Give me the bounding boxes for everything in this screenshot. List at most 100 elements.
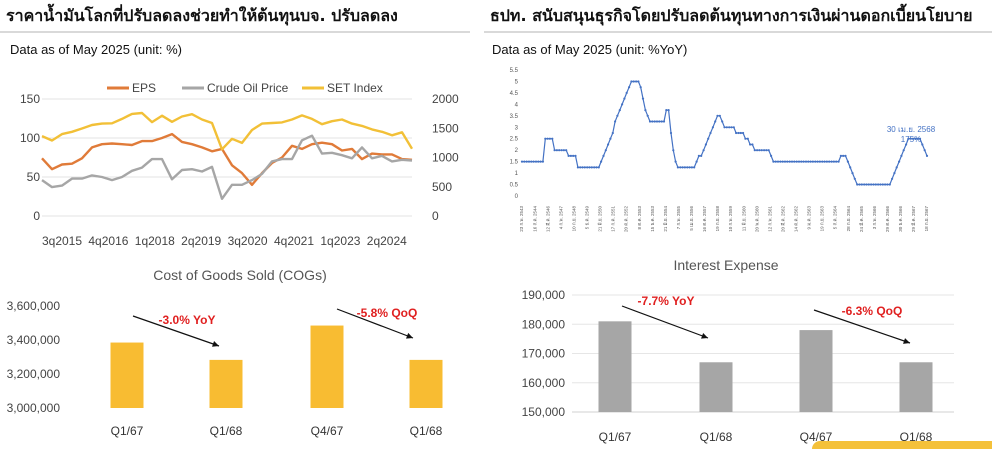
rate-point	[665, 109, 668, 112]
rate-x-tick: 3 ก.พ. 2566	[872, 206, 877, 230]
legend-label: SET Index	[327, 81, 383, 95]
legend-label: EPS	[132, 81, 156, 95]
rate-x-tick: 14 ต.ค. 2562	[794, 206, 799, 232]
rate-point	[588, 166, 591, 169]
y-tick: 150,000	[522, 405, 566, 419]
eps-right-tick: 1500	[432, 121, 459, 135]
rate-point	[683, 166, 686, 169]
eps-left-tick: 150	[20, 92, 40, 106]
rate-point	[818, 160, 821, 163]
chart-title: Interest Expense	[673, 257, 778, 273]
x-tick: Q1/68	[210, 424, 243, 438]
rate-point	[553, 149, 556, 152]
rate-point	[604, 149, 607, 152]
rate-point	[565, 149, 568, 152]
rate-point	[702, 149, 705, 152]
rate-point	[581, 166, 584, 169]
rate-point	[900, 154, 903, 157]
rate-point	[558, 149, 561, 152]
eps-chart-left-axis: 0 50 100 150	[20, 92, 40, 223]
rate-point	[893, 172, 896, 175]
eps-oil-set-chart: EPS Crude Oil Price SET Index 0 50 100 150 0 5…	[20, 81, 459, 248]
interest-chart-bars	[598, 321, 933, 412]
rate-point	[816, 160, 819, 163]
rate-point	[867, 183, 870, 186]
rate-point	[828, 160, 831, 163]
rate-point	[616, 114, 619, 117]
rate-point	[537, 160, 540, 163]
rate-point	[753, 149, 756, 152]
rate-point	[667, 109, 670, 112]
rate-point	[797, 160, 801, 163]
rate-x-tick: 9 ม.ค. 2563	[807, 206, 812, 230]
rate-point	[790, 160, 794, 163]
cogs-chart-x-axis: Q1/67 Q1/68 Q4/67 Q1/68	[111, 424, 443, 438]
interest-chart-y-axis: 150,000 160,000 170,000 180,000 190,000	[522, 288, 566, 419]
rate-point	[532, 160, 535, 163]
rate-x-tick: 5 ส.ค. 2564	[833, 206, 838, 230]
rate-point	[802, 160, 805, 163]
rate-point	[837, 160, 840, 163]
policy-rate-chart: 0 0.5 1 1.5 2 2.5 3 3.5 4 4.5 5 5.5 23 ก.พ. 2543 16 …	[510, 68, 936, 232]
rate-point	[688, 166, 691, 169]
rate-point	[800, 160, 803, 163]
interest-chart-x-axis: Q1/67 Q1/68 Q4/67 Q1/68	[599, 430, 933, 444]
eps-chart-legend: EPS Crude Oil Price SET Index	[107, 81, 383, 95]
rate-point	[725, 126, 728, 129]
rate-point	[672, 149, 675, 152]
y-tick: 190,000	[522, 288, 566, 302]
rate-annotation-date: 30 เม.ย. 2568	[887, 125, 936, 134]
rate-point	[923, 149, 926, 152]
rate-x-tick: 19 ก.ย. 2558	[715, 206, 720, 232]
rate-x-tick: 21 มิ.ย. 2554	[663, 206, 668, 232]
rate-x-tick: 19 ก.ย. 2563	[820, 206, 825, 232]
rate-point	[760, 149, 763, 152]
change-arrow	[132, 315, 220, 347]
rate-point	[637, 80, 640, 83]
change-arrow	[621, 305, 709, 339]
rate-point	[611, 131, 614, 135]
rate-point	[721, 120, 724, 123]
cogs-chart-annotations: -3.0% YoY -5.8% QoQ	[132, 306, 418, 347]
left-panel: ราคาน้ำมันโลกที่ปรับลดลงช่วยทำให้ต้นทุนบ…	[0, 0, 478, 449]
rate-x-tick: 4 ก.พ. 2547	[558, 206, 563, 230]
rate-x-tick: 7 ก.พ. 2555	[676, 206, 681, 230]
rate-point	[851, 172, 854, 175]
series-line-eps	[41, 132, 413, 186]
rate-x-tick: 20 ต.ค. 2552	[624, 206, 629, 232]
rate-point	[751, 143, 754, 146]
rate-point	[523, 160, 526, 163]
change-label: -3.0% YoY	[159, 313, 216, 327]
rate-point	[679, 166, 682, 169]
rate-point	[863, 183, 866, 186]
rate-point	[576, 166, 579, 169]
arrow-head	[212, 341, 219, 347]
rate-point	[651, 120, 654, 123]
rate-point	[641, 97, 645, 100]
rate-point	[572, 154, 575, 157]
rate-y-tick: 4	[515, 102, 519, 108]
x-tick: Q1/68	[700, 430, 733, 444]
rate-x-tick: 10 ก.ย. 2548	[571, 206, 576, 232]
rate-point	[658, 120, 661, 123]
rate-point	[541, 160, 544, 163]
change-label: -7.7% YoY	[638, 294, 695, 308]
rate-point	[583, 166, 586, 169]
rate-point	[925, 154, 929, 157]
rate-point	[527, 160, 531, 163]
rate-point	[742, 131, 745, 135]
change-label: -5.8% QoQ	[357, 306, 418, 320]
rate-point	[770, 154, 773, 157]
x-tick: Q4/67	[311, 424, 344, 438]
x-tick: Q1/68	[410, 424, 443, 438]
rate-point	[555, 149, 558, 152]
rate-x-tick: 16 ต.ค. 2557	[702, 206, 707, 232]
right-panel-subtitle: Data as of May 2025 (unit: %YoY)	[492, 42, 688, 57]
rate-point	[832, 160, 835, 163]
rate-point	[690, 166, 693, 169]
x-tick: Q1/67	[111, 424, 144, 438]
rate-point	[839, 154, 842, 157]
rate-point	[767, 149, 770, 152]
rate-y-tick: 5.5	[510, 68, 519, 74]
